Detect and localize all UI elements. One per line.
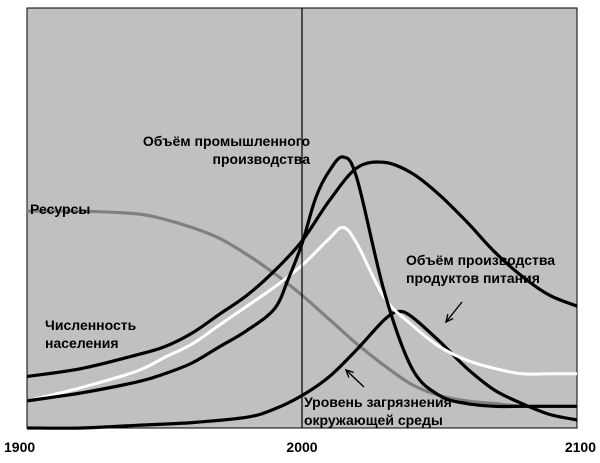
series-line-population — [26, 160, 578, 379]
x-tick-label: 2000 — [286, 439, 317, 455]
annotation-pollution: Уровень загрязнения окружающей среды — [304, 394, 452, 428]
food-annotation-arrow — [444, 301, 463, 324]
series-layer — [26, 155, 578, 430]
series-line-food — [26, 225, 577, 403]
annotation-line: Численность — [45, 317, 137, 333]
series-line-industrial — [26, 155, 577, 409]
annotation-line: Ресурсы — [30, 201, 90, 217]
annotation-line: населения — [45, 335, 119, 351]
annotation-line: продуктов питания — [406, 270, 540, 286]
annotation-line: производства — [213, 151, 311, 167]
x-tick-label: 2100 — [565, 439, 596, 455]
series-line-resources — [26, 209, 577, 409]
annotation-line: Уровень загрязнения — [304, 394, 452, 410]
pollution-annotation-arrow — [344, 368, 365, 388]
series-line-pollution — [26, 309, 578, 430]
annotation-line: окружающей среды — [304, 412, 443, 428]
annotation-food: Объём производства продуктов питания — [406, 252, 555, 286]
x-axis-ticks: 1900 2000 2100 — [4, 439, 596, 455]
annotation-line: Объём промышленного — [143, 133, 310, 149]
annotation-population: Численность населения — [45, 317, 137, 351]
annotation-line: Объём производства — [406, 252, 555, 268]
annotation-resources: Ресурсы — [30, 201, 90, 217]
x-tick-label: 1900 — [4, 439, 35, 455]
series-annotations: Ресурсы Численность населения Объём промышл… — [30, 133, 555, 428]
annotation-industrial: Объём промышленного производства — [143, 133, 310, 167]
